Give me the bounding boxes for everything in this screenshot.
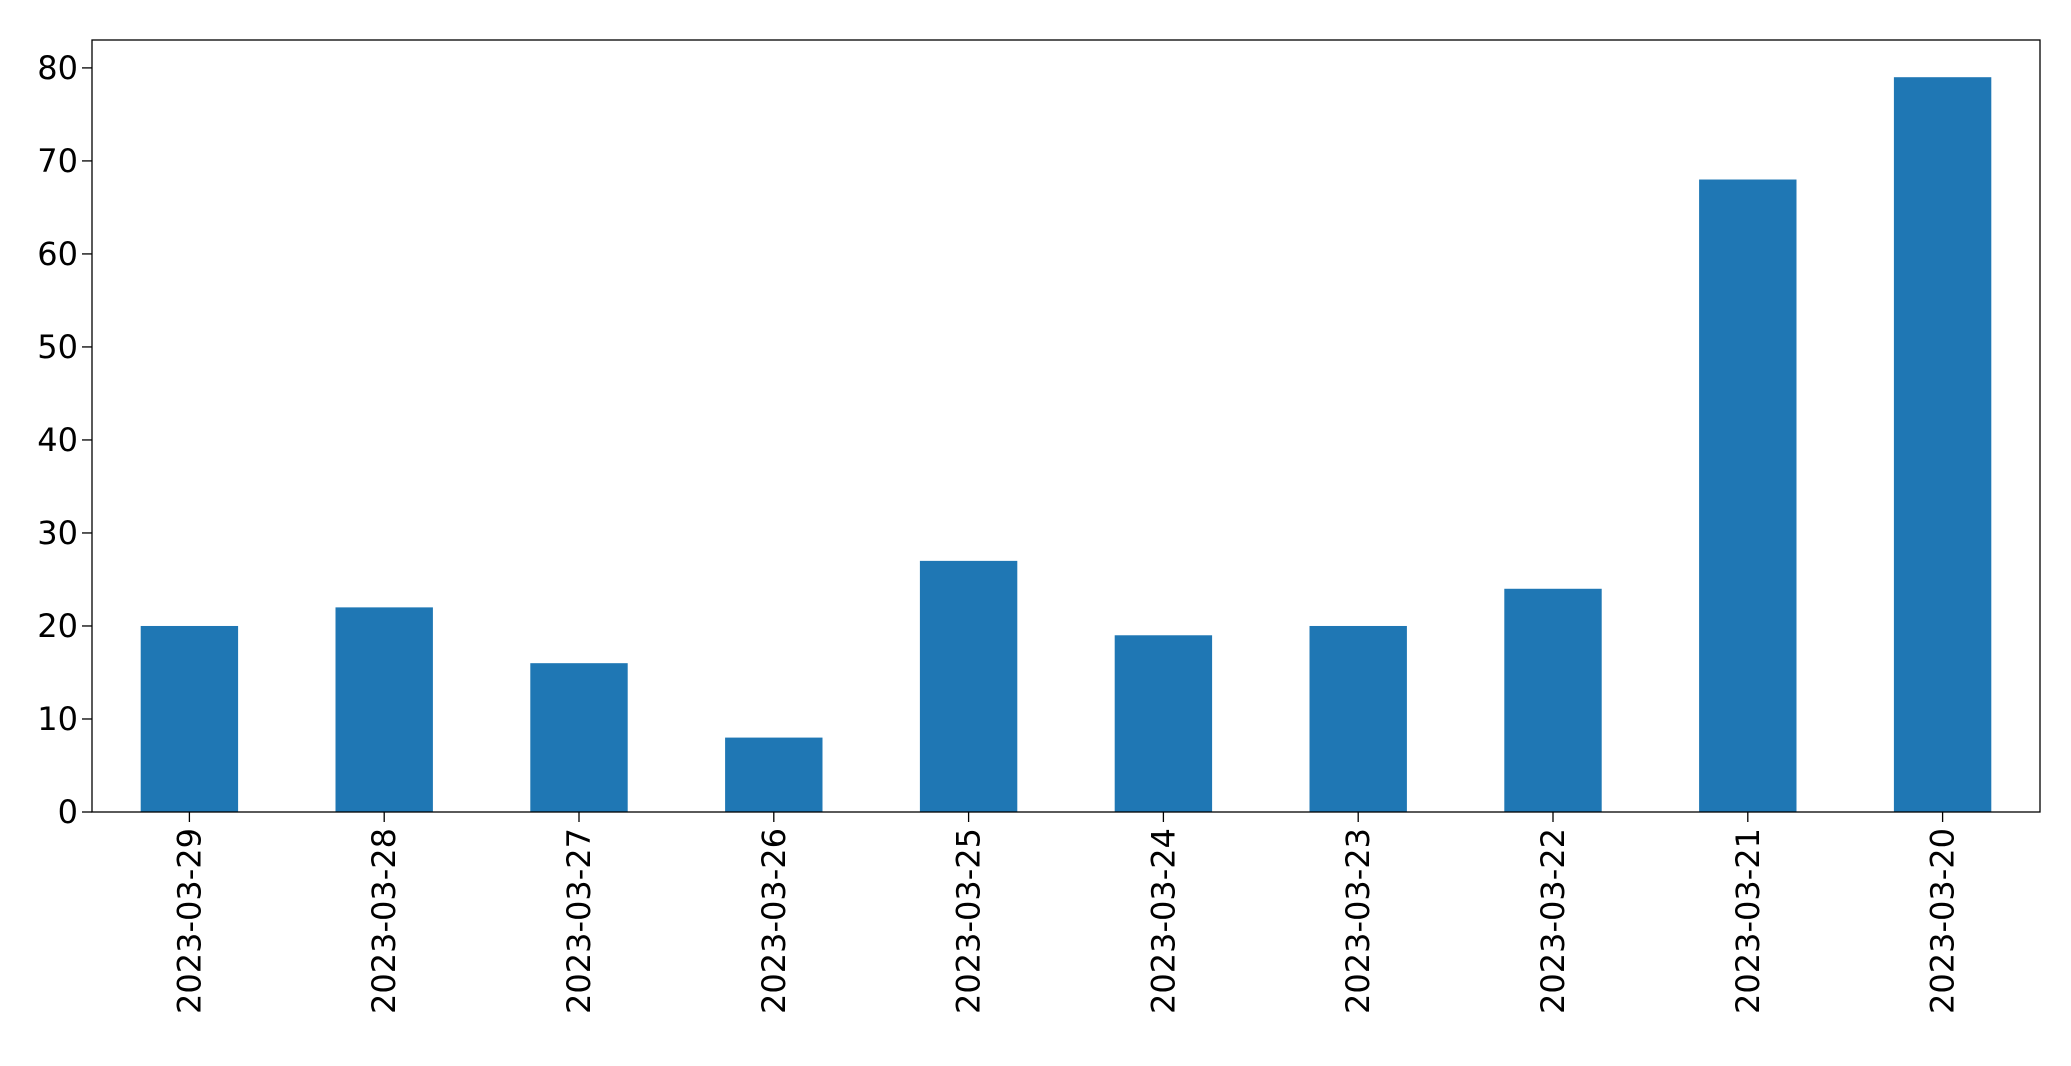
y-axis: 0 10 20 30 40 50 60 70 80 <box>37 49 92 831</box>
x-tick-label: 2023-03-29 <box>170 828 208 1014</box>
y-tick-label: 60 <box>37 235 78 273</box>
x-tick-label: 2023-03-20 <box>1924 828 1962 1014</box>
y-tick-label: 70 <box>37 142 78 180</box>
y-tick-label: 20 <box>37 607 78 645</box>
x-tick-label: 2023-03-27 <box>560 828 598 1014</box>
x-tick-label: 2023-03-24 <box>1144 828 1182 1014</box>
x-tick-label: 2023-03-25 <box>950 828 988 1014</box>
y-tick-label: 0 <box>58 793 78 831</box>
bar-2023-03-27 <box>530 663 628 812</box>
y-tick-label: 30 <box>37 514 78 552</box>
bars-group <box>140 77 1992 812</box>
y-tick-label: 10 <box>37 700 78 738</box>
bar-2023-03-21 <box>1699 179 1797 812</box>
bar-2023-03-25 <box>919 560 1018 812</box>
bar-2023-03-29 <box>140 625 239 812</box>
bar-2023-03-26 <box>725 737 823 812</box>
y-tick-label: 40 <box>37 421 78 459</box>
x-tick-label: 2023-03-23 <box>1339 828 1377 1014</box>
bar-2023-03-20 <box>1893 77 1992 812</box>
x-tick-label: 2023-03-22 <box>1534 828 1572 1014</box>
bar-2023-03-28 <box>335 607 433 812</box>
bar-2023-03-24 <box>1114 635 1213 812</box>
x-tick-label: 2023-03-28 <box>365 828 403 1014</box>
x-tick-label: 2023-03-21 <box>1729 828 1767 1014</box>
x-axis: 2023-03-29 2023-03-28 2023-03-27 2023-03-26… <box>170 812 1962 1014</box>
bar-2023-03-22 <box>1504 588 1602 812</box>
plot-frame <box>91 39 2041 813</box>
bar-2023-03-23 <box>1309 625 1407 812</box>
x-tick-label: 2023-03-26 <box>755 828 793 1014</box>
y-tick-label: 50 <box>37 328 78 366</box>
y-tick-label: 80 <box>37 49 78 87</box>
